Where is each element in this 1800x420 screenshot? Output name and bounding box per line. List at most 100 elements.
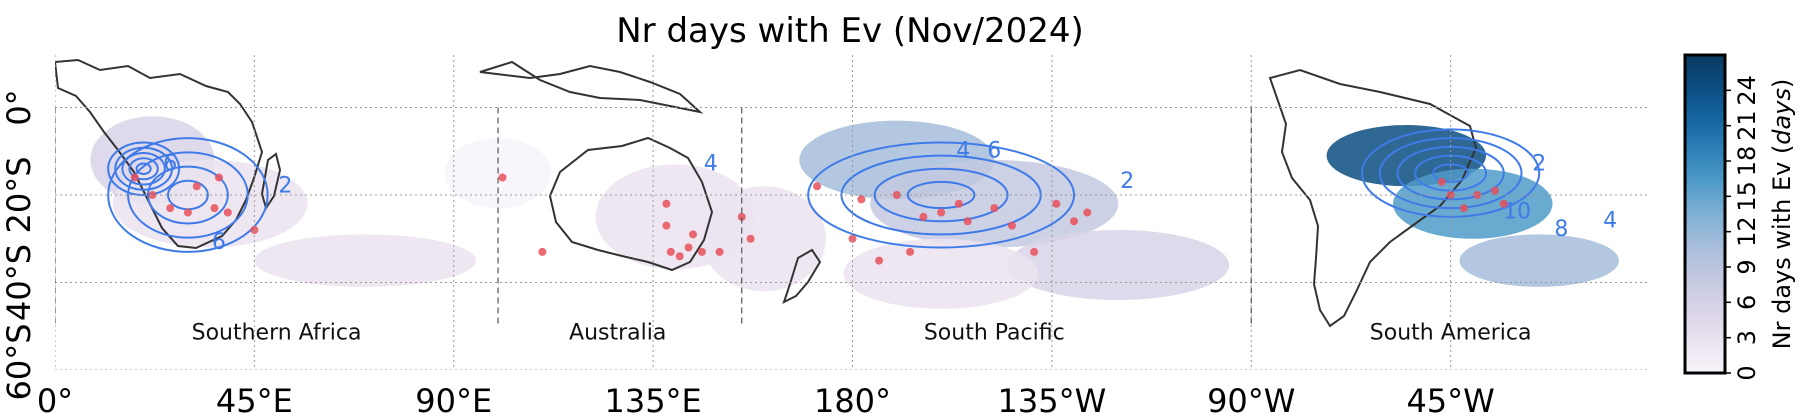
africa-coastline (55, 58, 264, 250)
event-point-1 (148, 191, 157, 199)
event-point-22 (848, 234, 857, 243)
contour-label-1: 6 (212, 230, 226, 255)
density-blob-11 (1393, 168, 1553, 239)
x-tick-5: 135°W (998, 382, 1107, 420)
coastlines (55, 58, 1478, 328)
event-point-5 (210, 204, 219, 213)
colorbar-tick-label-8: 24 (1733, 75, 1761, 106)
colorbar-tick-label-2: 6 (1733, 295, 1761, 310)
new-zealand-coastline (782, 248, 822, 304)
contour-ring-1-2 (147, 165, 229, 225)
contour-ring-0-1 (135, 162, 152, 175)
event-point-9 (498, 173, 507, 182)
y-axis-tick-labels: 0° 20°S 40°S60°S (0, 89, 38, 400)
contour-label-7: 2 (1532, 151, 1546, 176)
event-point-23 (857, 195, 866, 204)
event-point-39 (1473, 191, 1482, 199)
region-label-0: Southern Africa (192, 320, 362, 345)
colorbar-gradient (1683, 53, 1727, 375)
event-point-27 (919, 212, 928, 221)
contour-label-6: 2 (1120, 169, 1134, 194)
colorbar-tick-label-4: 12 (1733, 216, 1761, 247)
event-point-16 (689, 230, 697, 239)
australia-coastline (548, 136, 714, 272)
event-point-0 (130, 173, 139, 182)
colorbar-ticks: 0 3 6 9 12 15 18 21 24 (1725, 75, 1761, 381)
x-tick-6: 90°W (1207, 382, 1295, 420)
colorbar-tick-label-5: 15 (1733, 181, 1761, 212)
colorbar-tick-label-0: 0 (1733, 365, 1761, 380)
event-point-38 (1459, 204, 1468, 213)
x-tick-7: 45°W (1406, 382, 1494, 420)
event-point-18 (715, 247, 724, 256)
event-point-34 (1052, 199, 1061, 208)
event-point-20 (746, 234, 755, 243)
south-america-coastline (1268, 68, 1478, 328)
event-point-42 (1437, 177, 1446, 186)
x-tick-2: 90°E (415, 382, 492, 420)
x-tick-3: 135°E (604, 382, 701, 420)
x-tick-4: 180° (814, 382, 891, 420)
region-label-1: Australia (569, 320, 666, 345)
contour-ring-2-4 (807, 141, 1076, 249)
density-blob-5 (701, 186, 826, 292)
gridlines (55, 55, 1650, 370)
chart-title: Nr days with Ev (Nov/2024) (616, 11, 1084, 51)
contour-label-10: 4 (1603, 208, 1617, 233)
region-boundaries (55, 107, 1252, 327)
y-tick-2: 40°S (0, 244, 38, 321)
contour-label-4: 4 (956, 138, 970, 163)
event-point-28 (937, 208, 946, 217)
event-point-3 (183, 208, 192, 217)
event-point-13 (666, 247, 675, 256)
contour-label-0: 2 (278, 173, 292, 198)
y-tick-0: 0° (0, 89, 38, 125)
event-point-41 (1499, 199, 1508, 208)
event-point-14 (675, 252, 684, 261)
event-point-29 (954, 199, 963, 208)
y-tick-1: 20°S (0, 156, 38, 233)
event-point-32 (1008, 221, 1016, 230)
contour-label-9: 8 (1554, 217, 1568, 242)
colorbar-tick-label-7: 21 (1733, 110, 1761, 141)
event-point-17 (697, 247, 706, 256)
density-blob-8 (1007, 230, 1230, 300)
contour-ring-3-4 (1378, 137, 1523, 210)
contour-ring-1-3 (127, 151, 249, 239)
event-point-33 (1030, 247, 1039, 256)
event-point-4 (192, 182, 201, 191)
density-blob-9 (843, 238, 1039, 309)
event-point-8 (214, 173, 223, 182)
event-point-10 (538, 247, 547, 256)
colorbar-tick-label-1: 3 (1733, 330, 1761, 345)
density-blob-2 (254, 234, 476, 287)
event-points (130, 173, 1508, 265)
event-point-6 (223, 208, 232, 217)
x-tick-0: 0° (37, 382, 73, 420)
maritime-asia-coastline (479, 60, 704, 114)
contour-ring-0-5 (107, 141, 181, 196)
density-blob-12 (1459, 234, 1619, 287)
region-labels: Southern Africa Australia South Pacific Sou… (192, 320, 1532, 345)
event-point-31 (990, 204, 999, 213)
contour-ring-1-4 (107, 137, 269, 253)
region-label-3: South America (1370, 320, 1532, 345)
contour-ring-0-2 (128, 157, 159, 181)
event-point-24 (875, 256, 884, 265)
event-point-11 (662, 199, 671, 208)
event-point-30 (963, 217, 972, 226)
density-field (90, 116, 1619, 309)
colorbar-tick-label-3: 9 (1733, 259, 1761, 274)
contour-label-5: 6 (987, 138, 1001, 163)
colorbar-tick-label-6: 18 (1733, 146, 1761, 177)
event-point-40 (1490, 186, 1499, 195)
contour-ring-0-3 (121, 152, 166, 186)
region-label-2: South Pacific (924, 320, 1065, 345)
event-point-21 (813, 182, 822, 191)
madagascar-coastline (260, 152, 282, 211)
colorbar-label: Nr days with Ev (days) (1768, 79, 1796, 350)
contour-label-2: 6 (163, 151, 177, 176)
event-point-12 (662, 221, 671, 230)
